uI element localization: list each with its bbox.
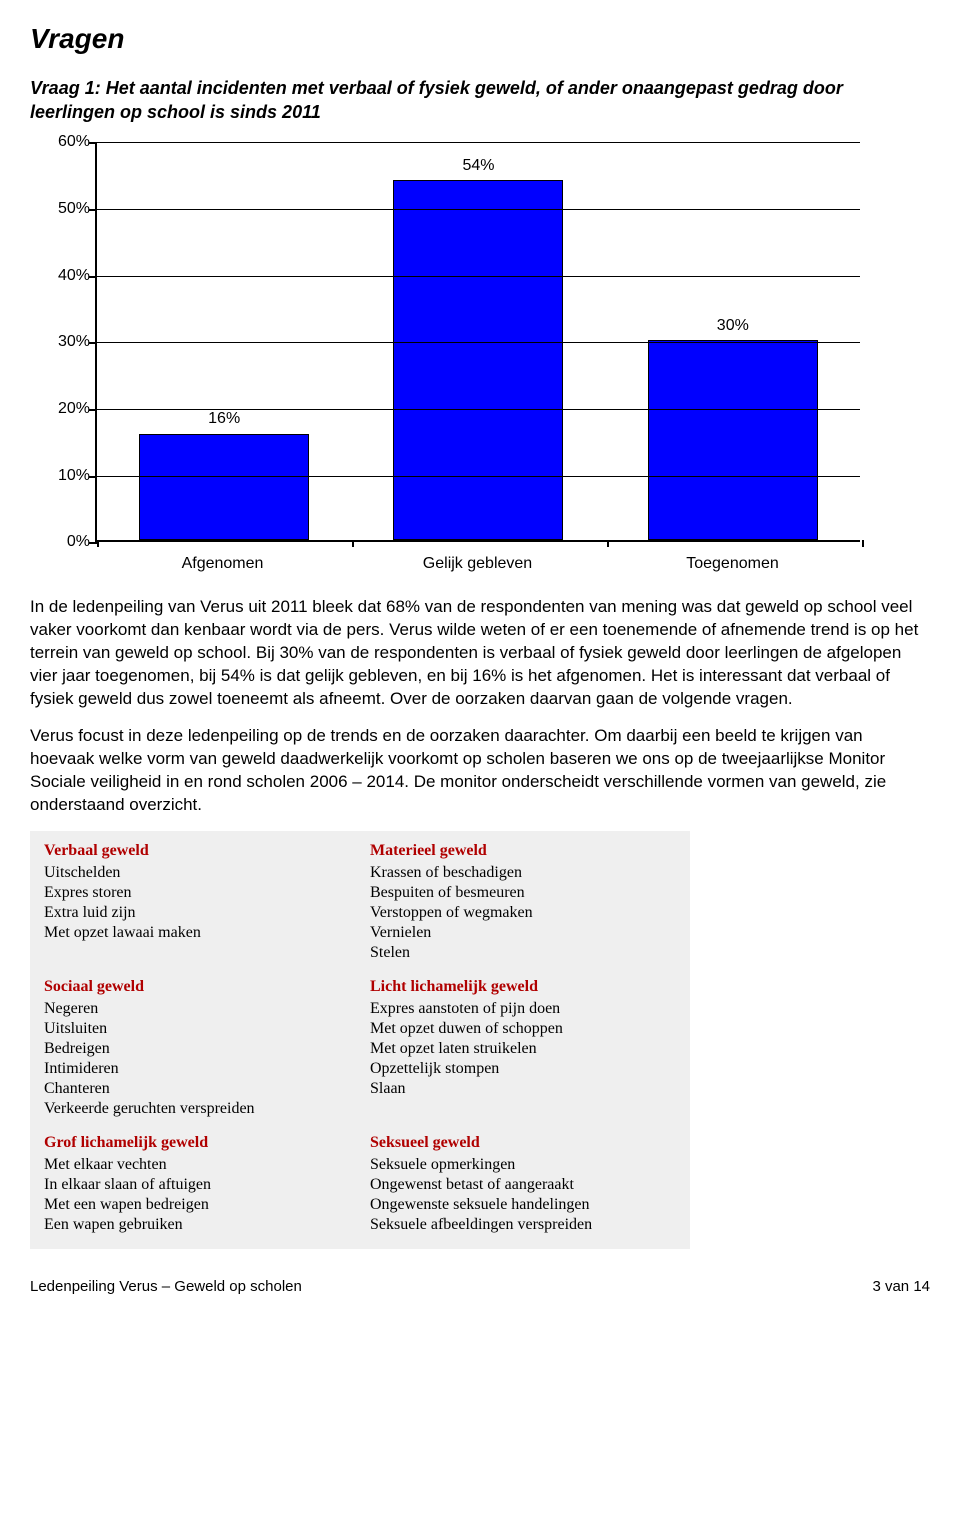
chart-gridline <box>97 342 860 343</box>
chart-y-tick-label: 0% <box>40 532 90 554</box>
violence-item: Chanteren <box>44 1079 350 1099</box>
chart-x-tick-label: Toegenomen <box>638 553 828 575</box>
chart-y-tick-label: 30% <box>40 332 90 354</box>
violence-item: Met opzet lawaai maken <box>44 923 350 943</box>
violence-item: Expres aanstoten of pijn doen <box>370 999 676 1019</box>
violence-item: Bespuiten of besmeuren <box>370 883 676 903</box>
chart-gridline <box>97 276 860 277</box>
violence-item: Bedreigen <box>44 1039 350 1059</box>
violence-item: Seksuele opmerkingen <box>370 1155 676 1175</box>
violence-group: Verbaal geweldUitscheldenExpres storenEx… <box>44 841 350 963</box>
chart-bar-slot: 16% <box>129 408 319 540</box>
chart-y-tick-label: 10% <box>40 465 90 487</box>
chart-bars: 16% 54% 30% <box>97 142 860 540</box>
chart-gridline <box>97 409 860 410</box>
chart-x-tick-label: Gelijk gebleven <box>383 553 573 575</box>
violence-item: Met een wapen bedreigen <box>44 1195 350 1215</box>
chart-plot-area: 16% 54% 30% <box>95 142 860 542</box>
footer-left: Ledenpeiling Verus – Geweld op scholen <box>30 1277 302 1297</box>
paragraph-2: Verus focust in deze ledenpeiling op de … <box>30 725 930 817</box>
violence-item: Stelen <box>370 943 676 963</box>
violence-group-title: Licht lichamelijk geweld <box>370 977 676 997</box>
chart-gridline <box>97 142 860 143</box>
page-title: Vragen <box>30 20 930 58</box>
chart-y-tick-label: 60% <box>40 132 90 154</box>
chart-x-axis-labels: Afgenomen Gelijk gebleven Toegenomen <box>95 553 860 575</box>
violence-item: Met opzet duwen of schoppen <box>370 1019 676 1039</box>
violence-item: Opzettelijk stompen <box>370 1059 676 1079</box>
bar-chart: 16% 54% 30% 0% 10% 20% 30% 40% 50% 60% Afgenomen… <box>40 132 870 582</box>
violence-types-table: Verbaal geweldUitscheldenExpres storenEx… <box>30 831 690 1249</box>
violence-group: Materieel geweldKrassen of beschadigenBe… <box>370 841 676 963</box>
violence-item: Extra luid zijn <box>44 903 350 923</box>
violence-group-title: Materieel geweld <box>370 841 676 861</box>
chart-y-tick-label: 20% <box>40 398 90 420</box>
violence-item: Negeren <box>44 999 350 1019</box>
violence-item: Ongewenste seksuele handelingen <box>370 1195 676 1215</box>
chart-bar-value-label: 30% <box>717 315 749 337</box>
chart-y-tick-label: 40% <box>40 265 90 287</box>
violence-item: In elkaar slaan of aftuigen <box>44 1175 350 1195</box>
chart-bar <box>139 434 309 541</box>
chart-x-tick-label: Afgenomen <box>128 553 318 575</box>
violence-item: Vernielen <box>370 923 676 943</box>
chart-bar <box>648 340 818 540</box>
violence-item: Seksuele afbeeldingen verspreiden <box>370 1215 676 1235</box>
violence-group: Licht lichamelijk geweldExpres aanstoten… <box>370 977 676 1119</box>
violence-item: Met opzet laten struikelen <box>370 1039 676 1059</box>
violence-group-title: Sociaal geweld <box>44 977 350 997</box>
violence-group: Seksueel geweldSeksuele opmerkingenOngew… <box>370 1133 676 1235</box>
violence-item: Intimideren <box>44 1059 350 1079</box>
chart-y-tick-label: 50% <box>40 198 90 220</box>
question-1-title: Vraag 1: Het aantal incidenten met verba… <box>30 76 930 125</box>
violence-group-title: Seksueel geweld <box>370 1133 676 1153</box>
violence-item: Verkeerde geruchten verspreiden <box>44 1099 350 1119</box>
violence-group-title: Verbaal geweld <box>44 841 350 861</box>
page-footer: Ledenpeiling Verus – Geweld op scholen 3… <box>30 1277 930 1297</box>
chart-bar-slot: 54% <box>383 155 573 541</box>
violence-item: Expres storen <box>44 883 350 903</box>
violence-item: Een wapen gebruiken <box>44 1215 350 1235</box>
chart-bar-value-label: 16% <box>208 408 240 430</box>
chart-gridline <box>97 476 860 477</box>
violence-item: Slaan <box>370 1079 676 1099</box>
violence-item: Verstoppen of wegmaken <box>370 903 676 923</box>
violence-item: Uitschelden <box>44 863 350 883</box>
violence-group: Grof lichamelijk geweldMet elkaar vechte… <box>44 1133 350 1235</box>
violence-item: Met elkaar vechten <box>44 1155 350 1175</box>
chart-bar-value-label: 54% <box>462 155 494 177</box>
violence-group-title: Grof lichamelijk geweld <box>44 1133 350 1153</box>
violence-item: Ongewenst betast of aangeraakt <box>370 1175 676 1195</box>
footer-right: 3 van 14 <box>872 1277 930 1297</box>
chart-bar-slot: 30% <box>638 315 828 541</box>
violence-group: Sociaal geweldNegerenUitsluitenBedreigen… <box>44 977 350 1119</box>
chart-gridline <box>97 209 860 210</box>
violence-item: Krassen of beschadigen <box>370 863 676 883</box>
violence-item: Uitsluiten <box>44 1019 350 1039</box>
chart-bar <box>393 180 563 540</box>
paragraph-1: In de ledenpeiling van Verus uit 2011 bl… <box>30 596 930 711</box>
